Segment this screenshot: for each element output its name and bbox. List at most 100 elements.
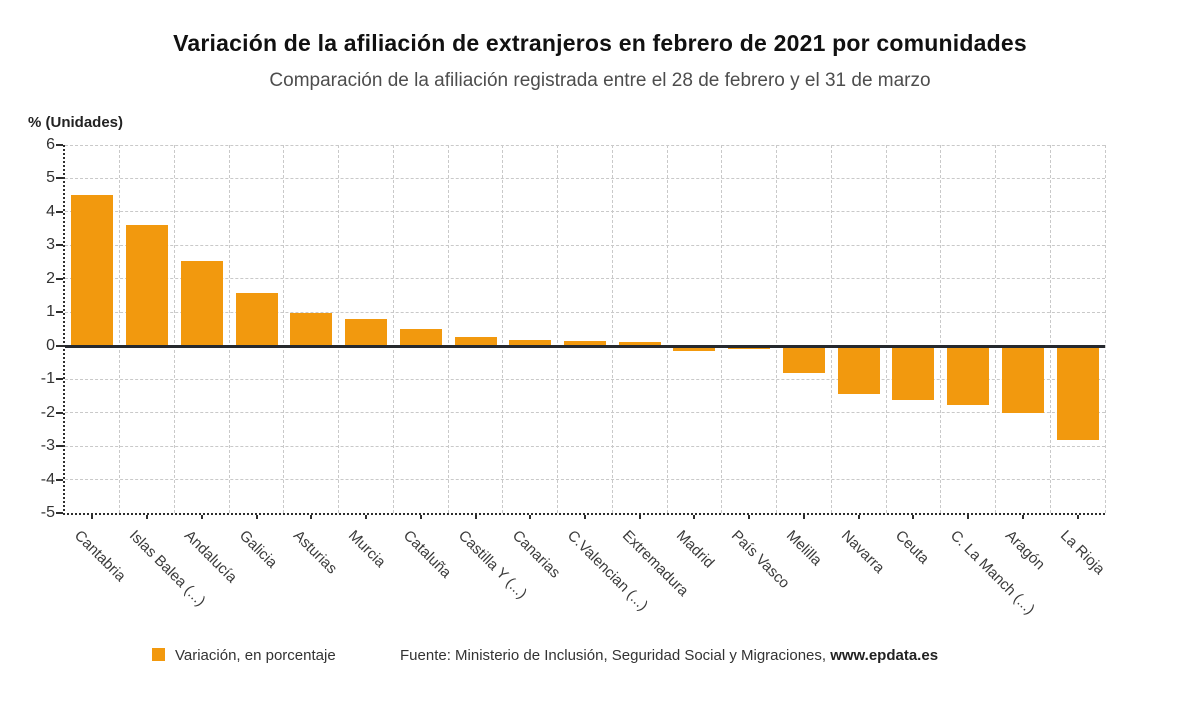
y-axis-tick-label: 0 [46, 336, 55, 354]
x-axis-tick-icon [146, 515, 149, 519]
y-axis-tick-icon [56, 344, 63, 347]
y-axis-tick-label: -3 [40, 437, 55, 455]
x-axis-tick-icon [365, 515, 368, 519]
x-gridline [502, 145, 504, 513]
legend-label: Variación, en porcentaje [175, 647, 336, 664]
bar-c-valencian[interactable] [564, 340, 606, 346]
x-axis-tick-icon [638, 515, 641, 519]
x-axis-tick-icon [255, 515, 258, 519]
x-axis-tick-icon [310, 515, 313, 519]
y-gridline [65, 211, 1105, 213]
x-axis-tick-icon [419, 515, 422, 519]
bar-aragón[interactable] [1001, 345, 1044, 413]
x-gridline [228, 145, 230, 513]
y-axis-tick-label: 4 [46, 202, 55, 220]
legend[interactable]: Variación, en porcentaje [152, 647, 336, 669]
legend-swatch-icon [152, 648, 165, 661]
y-gridline [65, 278, 1105, 280]
x-gridline [447, 145, 449, 513]
x-axis-tick-icon [693, 515, 696, 519]
x-axis-tick-icon [802, 515, 805, 519]
bar-madrid[interactable] [673, 345, 716, 351]
x-axis-tick-icon [91, 515, 94, 519]
source-site: www.epdata.es [830, 647, 939, 664]
x-axis-category-label: Ceuta [892, 527, 933, 568]
x-axis-tick-icon [1076, 515, 1079, 519]
x-gridline [119, 145, 121, 513]
x-gridline [283, 145, 285, 513]
source-prefix: Fuente: Ministerio de Inclusión, Segurid… [400, 647, 831, 664]
bar-ceuta[interactable] [892, 345, 935, 400]
bar-castilla-y[interactable] [454, 336, 497, 346]
x-axis-category-label: Cantabria [71, 527, 130, 586]
x-gridline [611, 145, 613, 513]
y-axis-tick-label: 3 [46, 236, 55, 254]
y-axis-tick-icon [56, 244, 63, 247]
y-axis-tick-icon [56, 144, 63, 146]
y-axis-tick-label: 2 [46, 269, 55, 287]
bar-chart-plot-area: -5 -4 -3 -2 -1 0 1 2 3 4 5 6 Cantabria Islas Balea (.… [41, 136, 1108, 618]
x-gridline [885, 145, 887, 513]
x-axis-category-label: Andalucía [180, 527, 241, 587]
y-gridline [65, 311, 1105, 313]
y-axis-tick-label: -5 [40, 504, 55, 521]
bar-extremadura[interactable] [618, 342, 661, 346]
x-axis-category-label: Navarra [837, 527, 888, 577]
y-axis-tick-icon [56, 177, 63, 180]
x-axis-category-label: Cataluña [399, 527, 455, 582]
x-axis-tick-icon [748, 515, 751, 519]
x-gridline [721, 145, 723, 513]
y-axis-tick-icon [56, 311, 63, 314]
y-axis-tick-label: -4 [40, 470, 55, 488]
x-axis-category-label: Canarias [509, 527, 564, 582]
x-gridline [666, 145, 668, 513]
x-gridline [776, 145, 778, 513]
x-gridline [392, 145, 394, 513]
x-gridline [1104, 145, 1106, 513]
x-gridline [338, 145, 340, 513]
x-gridline [557, 145, 559, 513]
y-axis-unit-label: % (Unidades) [28, 114, 124, 131]
y-axis-tick-label: 1 [46, 303, 55, 321]
chart-title: Variación de la afiliación de extranjero… [173, 30, 1027, 56]
y-axis-tick-icon [56, 277, 63, 280]
bar-islas-balea[interactable] [126, 224, 169, 346]
x-axis-tick-icon [857, 515, 860, 519]
chart-subtitle: Comparación de la afiliación registrada … [269, 70, 931, 91]
x-axis-tick-icon [584, 515, 586, 519]
x-gridline [830, 145, 832, 513]
x-axis-category-label: Murcia [345, 527, 389, 571]
bar-cantabria[interactable] [71, 195, 114, 346]
y-gridline [65, 144, 1105, 146]
bar-murcia[interactable] [345, 318, 388, 346]
y-axis-tick-label: 5 [46, 169, 55, 187]
y-axis-tick-icon [56, 512, 63, 514]
bar-navarra[interactable] [837, 345, 880, 395]
x-axis-tick-icon [200, 515, 203, 519]
bar-canarias[interactable] [509, 340, 552, 346]
bar-asturias[interactable] [290, 313, 333, 346]
bar-andalucía[interactable] [180, 261, 223, 346]
bar-c-la-manch[interactable] [947, 345, 990, 406]
zero-axis-line [65, 344, 1105, 348]
y-gridline [65, 244, 1105, 246]
x-axis-tick-icon [967, 515, 970, 519]
bar-cataluña[interactable] [399, 329, 442, 346]
y-axis-tick-label: 6 [46, 136, 55, 153]
x-gridline [173, 145, 175, 513]
x-axis-category-label: Madrid [673, 527, 718, 572]
x-gridline [995, 145, 997, 513]
x-axis-tick-icon [474, 515, 477, 519]
x-axis-category-label: Galicia [235, 527, 281, 572]
source-text: Fuente: Ministerio de Inclusión, Segurid… [400, 647, 938, 669]
bar-la-rioja[interactable] [1056, 345, 1099, 441]
bar-galicia[interactable] [235, 292, 278, 346]
x-axis-category-label: Melilla [782, 527, 826, 570]
x-axis-tick-icon [529, 515, 532, 519]
x-axis-tick-icon [912, 515, 915, 519]
bar-melilla[interactable] [782, 345, 825, 374]
x-axis-category-label: Aragón [1001, 527, 1049, 574]
y-axis-tick-icon [56, 378, 63, 381]
y-axis-tick-label: -1 [40, 370, 55, 388]
